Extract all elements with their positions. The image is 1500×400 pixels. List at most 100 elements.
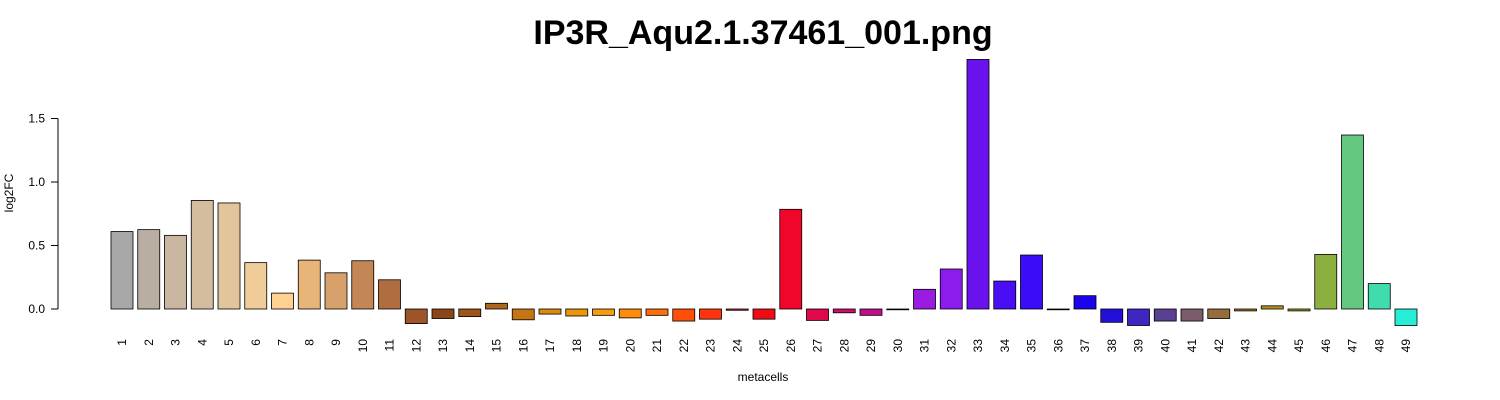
bar-metacell-38	[1100, 308, 1124, 323]
x-tick-label: 10	[356, 339, 370, 353]
x-tick-label: 19	[597, 339, 611, 353]
bar-metacell-32	[939, 268, 963, 310]
bar-metacell-36	[1046, 308, 1070, 311]
bar-metacell-31	[913, 288, 936, 310]
x-tick-label: 39	[1132, 339, 1146, 353]
bar-metacell-1	[110, 231, 134, 310]
x-tick-label: 46	[1319, 339, 1333, 353]
bar-metacell-33	[966, 59, 990, 310]
x-tick-label: 35	[1025, 339, 1039, 353]
bar-metacell-24	[725, 308, 749, 311]
bar-metacell-18	[565, 308, 589, 317]
bar-metacell-28	[832, 308, 856, 314]
x-tick-label: 33	[971, 339, 985, 353]
x-tick-label: 24	[730, 339, 744, 353]
x-tick-label: 12	[409, 339, 423, 353]
x-tick-label: 29	[864, 339, 878, 353]
x-tick-label: 16	[516, 339, 530, 353]
x-tick-label: 8	[302, 339, 316, 346]
x-tick-label: 38	[1105, 339, 1119, 353]
x-tick-label: 34	[998, 339, 1012, 353]
x-tick-label: 44	[1265, 339, 1279, 353]
bar-metacell-4	[190, 200, 214, 310]
x-tick-label: 22	[677, 339, 691, 353]
bar-metacell-40	[1153, 308, 1177, 322]
bar-metacell-9	[324, 272, 348, 310]
bar-metacell-13	[431, 308, 455, 319]
bar-metacell-20	[618, 308, 642, 319]
y-axis: 0.0 0.5 1.0 1.5	[28, 112, 59, 316]
bar-metacell-11	[378, 279, 401, 310]
x-tick-label: 2	[142, 339, 156, 346]
bar-metacell-19	[592, 308, 615, 316]
x-tick-label: 32	[944, 339, 958, 353]
x-tick-label: 6	[249, 339, 263, 346]
y-tick-label: 0.0	[28, 302, 45, 316]
bar-metacell-8	[297, 259, 321, 310]
bar-metacell-45	[1287, 308, 1311, 312]
x-tick-label: 45	[1292, 339, 1306, 353]
chart-title: IP3R_Aqu2.1.37461_001.png	[533, 14, 992, 52]
y-tick-label: 0.5	[28, 239, 45, 253]
bar-metacell-29	[859, 308, 883, 316]
bar-metacell-46	[1314, 253, 1338, 310]
bar-metacell-44	[1260, 305, 1284, 310]
bar-metacell-42	[1207, 308, 1231, 319]
x-tick-label: 9	[329, 339, 343, 346]
x-tick-label: 42	[1212, 339, 1226, 353]
bar-metacell-41	[1180, 308, 1204, 322]
bar-metacell-6	[244, 262, 268, 310]
bar-metacell-25	[752, 308, 776, 320]
bar-metacell-2	[137, 229, 161, 310]
x-tick-label: 41	[1185, 339, 1199, 353]
bar-metacell-10	[351, 260, 375, 310]
y-tick-label: 1.5	[28, 112, 45, 126]
bar-metacell-26	[779, 208, 803, 310]
x-axis-label: metacells	[738, 370, 789, 384]
x-tick-label: 21	[650, 339, 664, 353]
x-tick-label: 43	[1239, 339, 1253, 353]
x-tick-label: 17	[543, 339, 557, 353]
x-tick-label: 48	[1372, 339, 1386, 353]
x-tick-label: 15	[490, 339, 504, 353]
bar-metacell-30	[886, 308, 910, 311]
x-tick-label: 40	[1158, 339, 1172, 353]
x-tick-label: 49	[1399, 339, 1413, 353]
bar-metacell-23	[699, 308, 722, 320]
bar-metacell-48	[1367, 283, 1391, 310]
bar-metacell-3	[164, 234, 187, 310]
x-tick-label: 4	[195, 339, 209, 346]
x-tick-label: 23	[704, 339, 718, 353]
bar-metacell-17	[538, 308, 562, 315]
x-tick-label: 13	[436, 339, 450, 353]
bar-metacell-47	[1341, 134, 1364, 310]
bar-metacell-16	[511, 308, 535, 321]
x-tick-label: 18	[570, 339, 584, 353]
x-tick-label: 47	[1346, 339, 1360, 353]
x-tick-label: 26	[784, 339, 798, 353]
x-tick-label: 1	[115, 339, 129, 346]
x-tick-label: 31	[918, 339, 932, 353]
bar-metacell-39	[1127, 308, 1150, 326]
bar-metacell-22	[672, 308, 696, 322]
y-tick-label: 1.0	[28, 175, 45, 189]
x-tick-label: 5	[222, 339, 236, 346]
x-tick-label: 27	[811, 339, 825, 353]
bar-metacell-43	[1234, 308, 1257, 312]
bar-metacell-27	[806, 308, 829, 321]
bar-metacell-7	[271, 292, 294, 310]
x-tick-label: 20	[623, 339, 637, 353]
x-tick-label: 3	[169, 339, 183, 346]
bar-metacell-34	[993, 280, 1017, 310]
bars-group	[110, 59, 1418, 326]
bar-metacell-21	[645, 308, 669, 316]
x-tick-label: 11	[383, 339, 397, 352]
x-tick-label: 30	[891, 339, 905, 353]
x-tick-label: 37	[1078, 339, 1092, 353]
y-axis-label: log2FC	[2, 173, 16, 212]
bar-metacell-14	[458, 308, 482, 318]
x-tick-label: 7	[276, 339, 290, 346]
bar-metacell-5	[217, 202, 241, 310]
bar-metacell-49	[1394, 308, 1418, 326]
